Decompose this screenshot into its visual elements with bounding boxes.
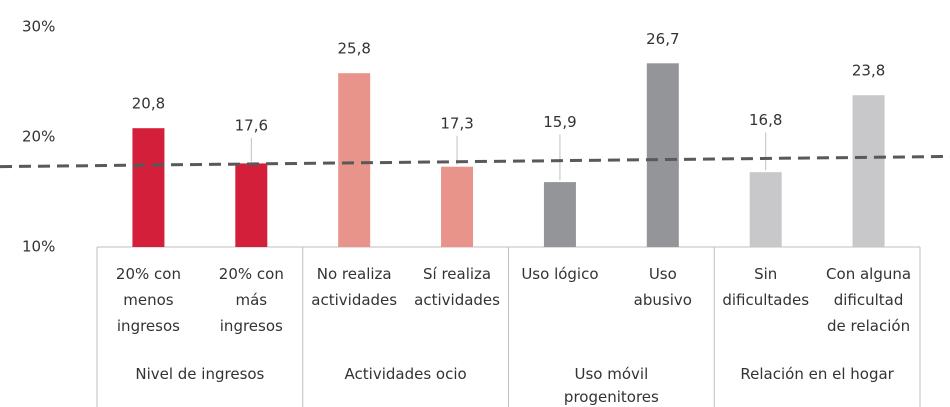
bar (132, 128, 165, 247)
data-label: 15,9 (543, 113, 576, 131)
x-tick-label: Con alguna dificultad de relación (826, 265, 911, 335)
group-label: Uso móvil progenitores (564, 365, 659, 406)
x-tick-label: Uso abusivo (634, 265, 692, 309)
bar (852, 95, 885, 247)
bar (235, 163, 268, 247)
reference-line (0, 154, 950, 169)
bar (749, 172, 782, 247)
y-tick-label: 20% (22, 128, 55, 146)
x-tick-label: No realiza actividades (311, 265, 397, 309)
bar (646, 63, 679, 247)
bar (441, 166, 474, 247)
data-label: 17,3 (440, 114, 473, 132)
x-tick-label: Sin dificultades (722, 265, 809, 309)
x-tick-label: Uso lógico (521, 265, 598, 283)
y-tick-label: 10% (22, 238, 55, 256)
bar (543, 182, 576, 247)
data-label: 23,8 (852, 62, 885, 80)
x-tick-label: 20% con más ingresos (219, 265, 284, 335)
bar (338, 73, 371, 247)
y-tick-label: 30% (22, 18, 55, 36)
group-label: Relación en el hogar (740, 365, 894, 383)
group-label: Nivel de ingresos (135, 365, 264, 383)
data-label: 25,8 (337, 40, 370, 58)
data-label: 26,7 (646, 30, 679, 48)
group-label: Actividades ocio (345, 365, 467, 383)
data-label: 20,8 (132, 95, 165, 113)
data-label: 17,6 (235, 116, 268, 134)
x-tick-label: Sí realiza actividades (414, 265, 500, 309)
data-label: 16,8 (749, 111, 782, 129)
x-tick-label: 20% con menos ingresos (116, 265, 181, 335)
